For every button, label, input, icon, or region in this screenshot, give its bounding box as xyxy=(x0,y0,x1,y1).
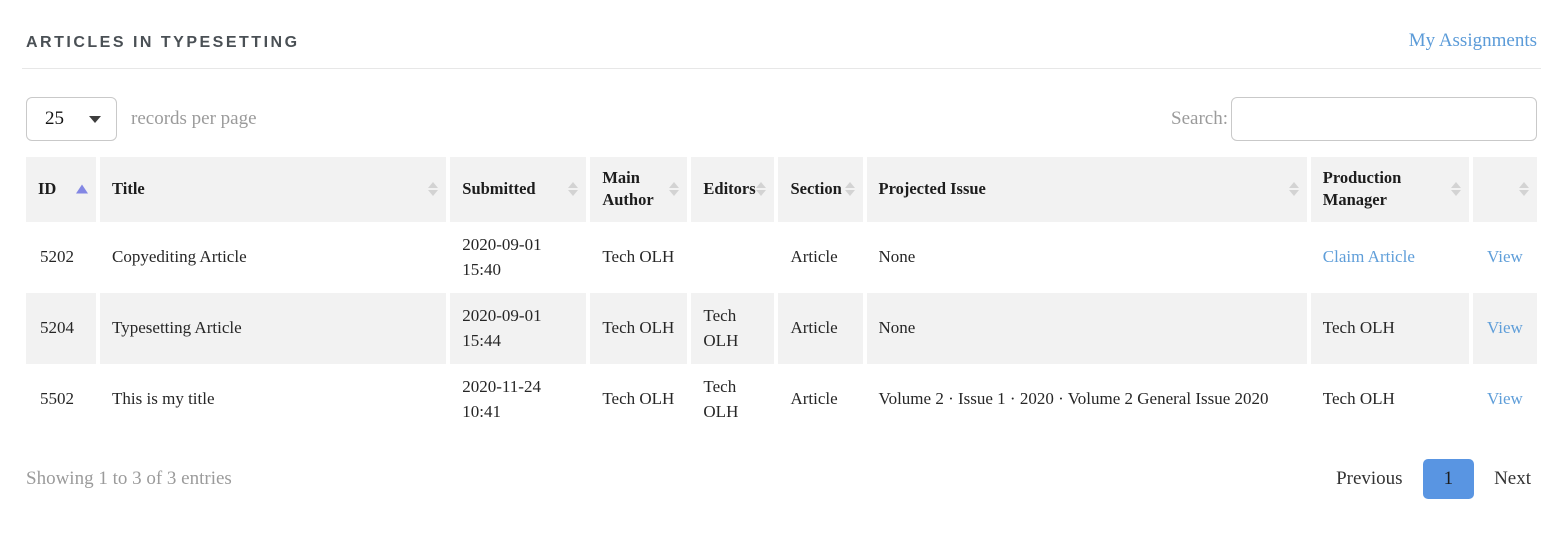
view-link[interactable]: View xyxy=(1487,318,1523,338)
table-row: 5502 This is my title 2020-11-24 10:41 T… xyxy=(26,364,1537,435)
page-container: ARTICLES IN TYPESETTING My Assignments 2… xyxy=(22,0,1541,499)
sort-asc-icon xyxy=(76,184,89,194)
column-header-editors[interactable]: Editors xyxy=(691,157,775,222)
sort-icon xyxy=(428,182,439,197)
search-label: Search: xyxy=(1171,108,1228,129)
cell-projected-issue: None xyxy=(866,292,1307,364)
column-header-submitted[interactable]: Submitted xyxy=(450,157,587,222)
table-footer: Showing 1 to 3 of 3 entries Previous 1 N… xyxy=(22,458,1541,499)
table-controls: 25 records per page Search: xyxy=(22,97,1541,141)
column-header-projected-issue[interactable]: Projected Issue xyxy=(866,157,1307,222)
column-header-section[interactable]: Section xyxy=(778,157,863,222)
cell-title: Typesetting Article xyxy=(100,292,447,364)
current-page-button[interactable]: 1 xyxy=(1422,458,1475,499)
records-per-page-label: records per page xyxy=(131,108,257,129)
records-per-page-select[interactable]: 25 xyxy=(26,97,117,141)
cell-view: View xyxy=(1473,222,1537,293)
cell-production-manager: Claim Article xyxy=(1311,222,1469,293)
cell-id: 5502 xyxy=(40,389,74,409)
pagination: Previous 1 Next xyxy=(1330,458,1537,499)
sort-icon xyxy=(756,182,767,197)
table-header: ID Title Submitted Main Author Editors xyxy=(26,157,1537,222)
page-title: ARTICLES IN TYPESETTING xyxy=(26,34,300,51)
cell-id: 5204 xyxy=(26,292,97,364)
search-control: Search: xyxy=(1171,97,1537,141)
search-input[interactable] xyxy=(1231,97,1537,141)
articles-table: ID Title Submitted Main Author Editors xyxy=(22,157,1541,435)
column-header-id[interactable]: ID xyxy=(26,157,97,222)
cell-editors: Tech OLH xyxy=(691,292,775,364)
column-header-view[interactable] xyxy=(1472,157,1537,222)
next-page-button[interactable]: Next xyxy=(1494,467,1531,489)
cell-title: This is my title xyxy=(112,389,215,409)
cell-projected-issue: None xyxy=(878,247,916,267)
claim-article-link[interactable]: Claim Article xyxy=(1322,247,1415,267)
cell-submitted: 2020-11-24 10:41 xyxy=(462,376,541,422)
column-header-title[interactable]: Title xyxy=(100,157,447,222)
column-header-production-manager[interactable]: Production Manager xyxy=(1310,157,1469,222)
cell-id: 5202 xyxy=(40,247,74,267)
cell-editors xyxy=(691,222,774,293)
cell-main-author: Tech OLH xyxy=(602,247,675,267)
cell-submitted: 2020-09-01 15:44 xyxy=(450,292,587,364)
table-row: 5202 Copyediting Article 2020-09-01 15:4… xyxy=(26,222,1537,293)
table-body: 5202 Copyediting Article 2020-09-01 15:4… xyxy=(26,222,1537,435)
page-header: ARTICLES IN TYPESETTING My Assignments xyxy=(22,0,1541,69)
sort-icon xyxy=(1450,182,1461,197)
cell-main-author: Tech OLH xyxy=(602,389,675,409)
sort-icon xyxy=(1288,182,1299,197)
cell-production-manager: Tech OLH xyxy=(1322,389,1395,409)
cell-section: Article xyxy=(790,389,838,409)
my-assignments-link[interactable]: My Assignments xyxy=(1408,30,1537,51)
sort-icon xyxy=(1519,182,1529,197)
previous-page-button[interactable]: Previous xyxy=(1336,467,1403,489)
table-row: 5204 Typesetting Article 2020-09-01 15:4… xyxy=(26,292,1537,364)
view-link[interactable]: View xyxy=(1487,389,1523,409)
cell-submitted: 2020-09-01 15:40 xyxy=(462,234,542,280)
cell-projected-issue: Volume 2 · Issue 1 · 2020 · Volume 2 Gen… xyxy=(878,389,1269,409)
cell-section: Article xyxy=(778,292,863,364)
sort-icon xyxy=(844,182,855,197)
sort-icon xyxy=(568,182,579,197)
column-header-main-author[interactable]: Main Author xyxy=(590,157,688,222)
cell-title: Copyediting Article xyxy=(112,247,247,267)
records-per-page-value: 25 xyxy=(45,108,64,129)
cell-section: Article xyxy=(790,247,838,267)
sort-icon xyxy=(669,182,680,197)
records-per-page-control: 25 records per page xyxy=(26,97,257,141)
cell-view: View xyxy=(1472,292,1537,364)
cell-editors: Tech OLH xyxy=(703,376,739,422)
cell-view: View xyxy=(1473,364,1537,435)
chevron-down-icon xyxy=(89,115,101,123)
entries-info: Showing 1 to 3 of 3 entries xyxy=(26,467,232,489)
view-link[interactable]: View xyxy=(1487,247,1523,267)
cell-main-author: Tech OLH xyxy=(590,292,688,364)
cell-production-manager: Tech OLH xyxy=(1310,292,1469,364)
